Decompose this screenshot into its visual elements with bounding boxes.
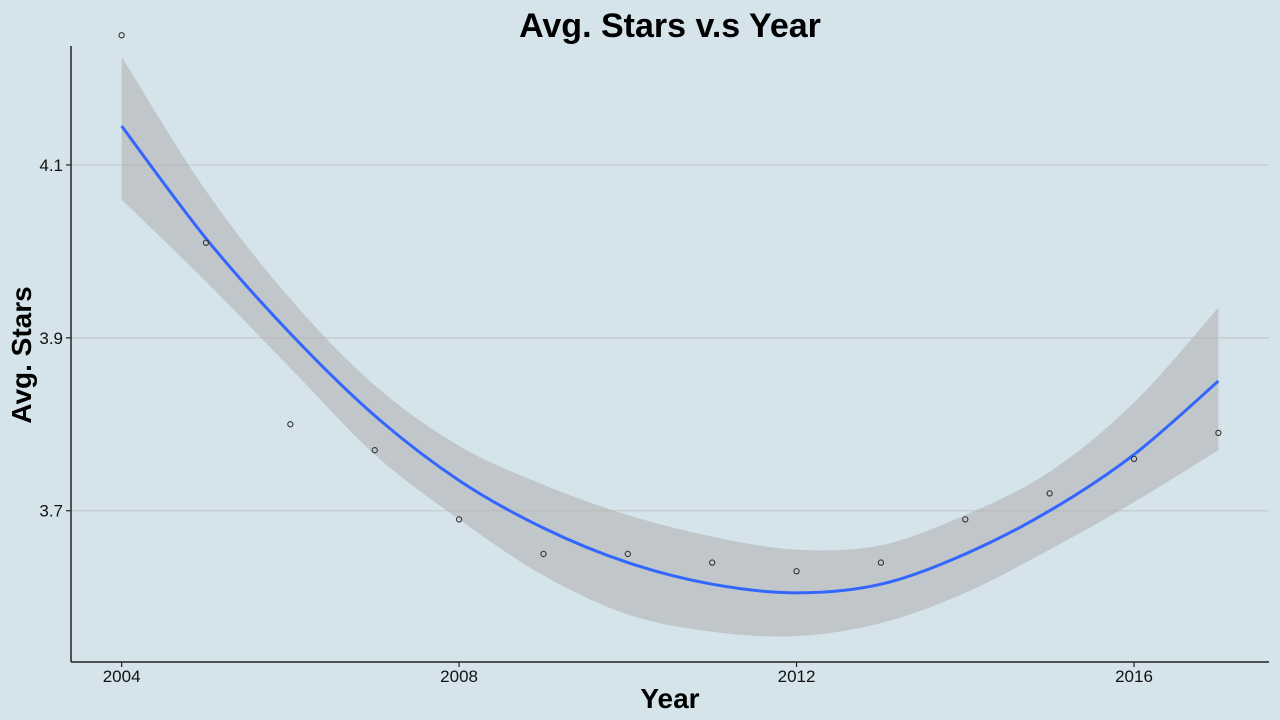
data-point-2017 xyxy=(1215,429,1222,437)
x-tick-label-2016: 2016 xyxy=(1115,667,1153,686)
x-tick-label-2008: 2008 xyxy=(440,667,478,686)
axes xyxy=(66,46,1269,667)
x-axis-title: Year xyxy=(640,683,699,714)
data-point-2011 xyxy=(709,559,716,566)
data-point-2015 xyxy=(1046,490,1053,497)
y-tick-label-1: 3.9 xyxy=(39,329,63,348)
data-point-2008 xyxy=(455,516,463,523)
data-point-2014 xyxy=(962,516,969,523)
trend-line-layer xyxy=(120,125,1220,595)
data-point-2016 xyxy=(1130,455,1138,462)
trend-line xyxy=(120,125,1220,595)
data-point-2006 xyxy=(287,421,294,428)
y-axis-title: Avg. Stars xyxy=(6,286,37,423)
data-point-2004 xyxy=(118,32,125,39)
y-tick-label-0: 3.7 xyxy=(39,502,63,521)
x-tick-label-2012: 2012 xyxy=(778,667,816,686)
data-point-2013 xyxy=(877,559,885,566)
data-point-2009 xyxy=(540,550,547,558)
data-point-2010 xyxy=(624,550,631,558)
chart-title: Avg. Stars v.s Year xyxy=(519,7,821,45)
data-point-2012 xyxy=(793,568,800,575)
data-points xyxy=(118,32,1222,575)
tick-labels: 2004 2008 2012 2016 3.7 3.9 4.1 xyxy=(39,156,1153,686)
data-point-2007 xyxy=(371,447,378,454)
x-tick-label-2004: 2004 xyxy=(103,667,141,686)
y-tick-label-2: 4.1 xyxy=(39,156,63,175)
data-point-2005 xyxy=(202,239,210,246)
